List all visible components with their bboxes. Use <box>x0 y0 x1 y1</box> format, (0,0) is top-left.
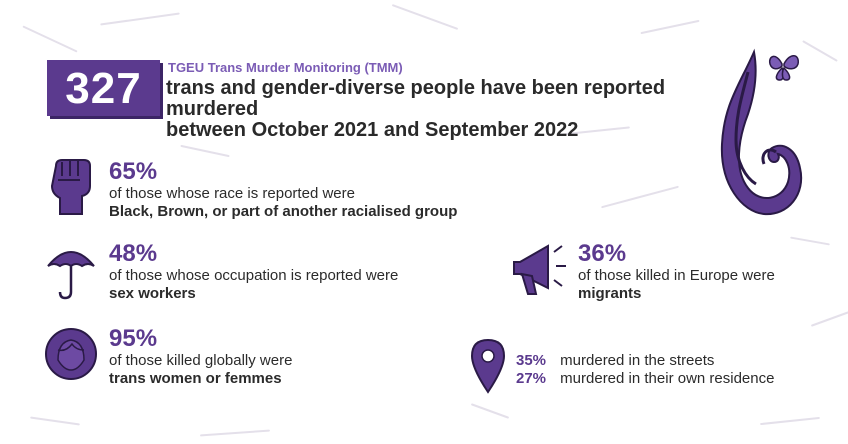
occupation-percent: 48% <box>109 240 158 267</box>
decor-stroke <box>200 429 270 437</box>
decor-stroke <box>100 12 180 26</box>
europe-desc-text: of those killed in Europe were <box>578 267 775 284</box>
gender-percent: 95% <box>109 325 158 352</box>
race-desc-text: of those whose race is reported were <box>109 185 355 202</box>
decor-stroke <box>22 25 78 53</box>
total-count-box: 327 <box>47 60 160 116</box>
decor-stroke <box>391 4 459 30</box>
race-desc-bold: Black, Brown, or part of another raciali… <box>109 203 458 220</box>
megaphone-icon <box>513 244 566 295</box>
face-hair-icon <box>45 328 97 380</box>
europe-description: of those killed in Europe were migrants <box>578 267 775 303</box>
decor-stroke <box>810 311 848 327</box>
total-count: 327 <box>65 64 142 113</box>
map-pin-icon <box>470 338 506 394</box>
decor-stroke <box>790 236 830 246</box>
gender-desc-bold: trans women or femmes <box>109 370 282 387</box>
decor-stroke <box>601 185 679 209</box>
raised-fist-icon <box>50 159 91 215</box>
umbrella-icon <box>47 251 95 300</box>
europe-desc-bold: migrants <box>578 285 642 302</box>
occupation-desc-bold: sex workers <box>109 285 196 302</box>
race-percent: 65% <box>109 158 158 185</box>
headline: trans and gender-diverse people have bee… <box>166 78 726 141</box>
decor-stroke <box>760 416 820 426</box>
tgeu-logo-icon <box>720 48 803 216</box>
location-row-streets: 35% murdered in the streets <box>516 352 714 369</box>
streets-percent: 35% <box>516 352 547 369</box>
source-label: TGEU Trans Murder Monitoring (TMM) <box>168 60 403 75</box>
decor-stroke <box>30 416 80 426</box>
race-description: of those whose race is reported were Bla… <box>109 185 457 221</box>
headline-line-1: trans and gender-diverse people have bee… <box>166 77 666 120</box>
residence-text: murdered in their own residence <box>560 370 775 387</box>
europe-percent: 36% <box>578 240 627 267</box>
headline-line-2: between October 2021 and September 2022 <box>166 119 579 141</box>
occupation-desc-text: of those whose occupation is reported we… <box>109 267 399 284</box>
location-row-residence: 27% murdered in their own residence <box>516 370 774 387</box>
decor-stroke <box>180 144 230 158</box>
decor-stroke <box>640 19 700 35</box>
gender-description: of those killed globally were trans wome… <box>109 352 292 388</box>
decor-stroke <box>470 403 510 419</box>
gender-desc-text: of those killed globally were <box>109 352 293 369</box>
occupation-description: of those whose occupation is reported we… <box>109 267 398 303</box>
streets-text: murdered in the streets <box>560 352 715 369</box>
residence-percent: 27% <box>516 370 547 387</box>
